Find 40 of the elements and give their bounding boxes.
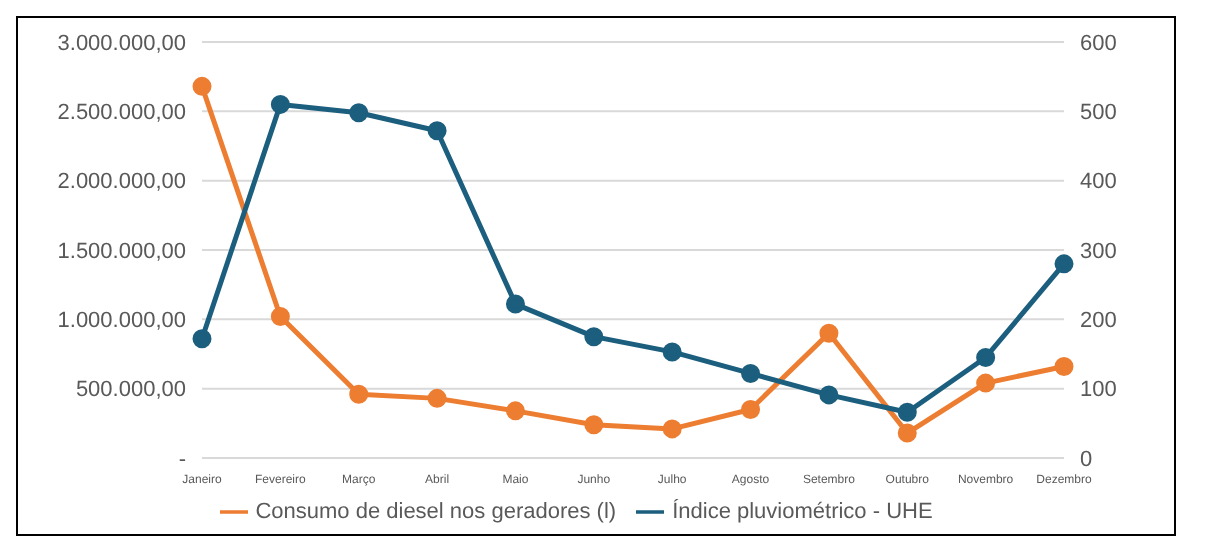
y2-tick-label: 100 <box>1080 378 1117 403</box>
point <box>897 402 917 422</box>
point <box>976 373 996 393</box>
y2-tick-label: 0 <box>1080 447 1093 472</box>
y-tick-label: 500.000,00 <box>75 378 186 403</box>
point <box>1054 356 1074 376</box>
y-tick-label: 2.000.000,00 <box>57 170 186 195</box>
point <box>192 76 212 96</box>
y2-tick-label: 600 <box>1080 31 1117 56</box>
point <box>662 419 682 439</box>
point <box>270 94 290 114</box>
legend-label: Consumo de diesel nos geradores (l) <box>255 499 617 524</box>
point <box>584 415 604 435</box>
point <box>741 363 761 383</box>
point <box>741 399 761 419</box>
point <box>427 121 447 141</box>
y-tick-label: - <box>178 447 187 472</box>
y2-tick-label: 400 <box>1080 170 1117 195</box>
point <box>584 327 604 347</box>
legend-label: Índice pluviométrico - UHE <box>672 499 933 524</box>
point <box>662 342 682 362</box>
point <box>505 401 525 421</box>
y2-tick-label: 500 <box>1080 101 1117 126</box>
point <box>192 329 212 349</box>
point <box>427 388 447 408</box>
y-tick-label: 1.000.000,00 <box>57 309 186 334</box>
y2-tick-label: 200 <box>1080 309 1117 334</box>
point <box>349 384 369 404</box>
point <box>349 103 369 123</box>
point <box>505 294 525 314</box>
y-tick-label: 1.500.000,00 <box>57 239 186 264</box>
point <box>1054 254 1074 274</box>
y-tick-label: 2.500.000,00 <box>57 101 186 126</box>
y-tick-label: 3.000.000,00 <box>57 31 186 56</box>
point <box>976 347 996 367</box>
point <box>270 307 290 327</box>
point <box>897 423 917 443</box>
point <box>819 323 839 343</box>
y2-tick-label: 300 <box>1080 239 1117 264</box>
point <box>819 385 839 405</box>
